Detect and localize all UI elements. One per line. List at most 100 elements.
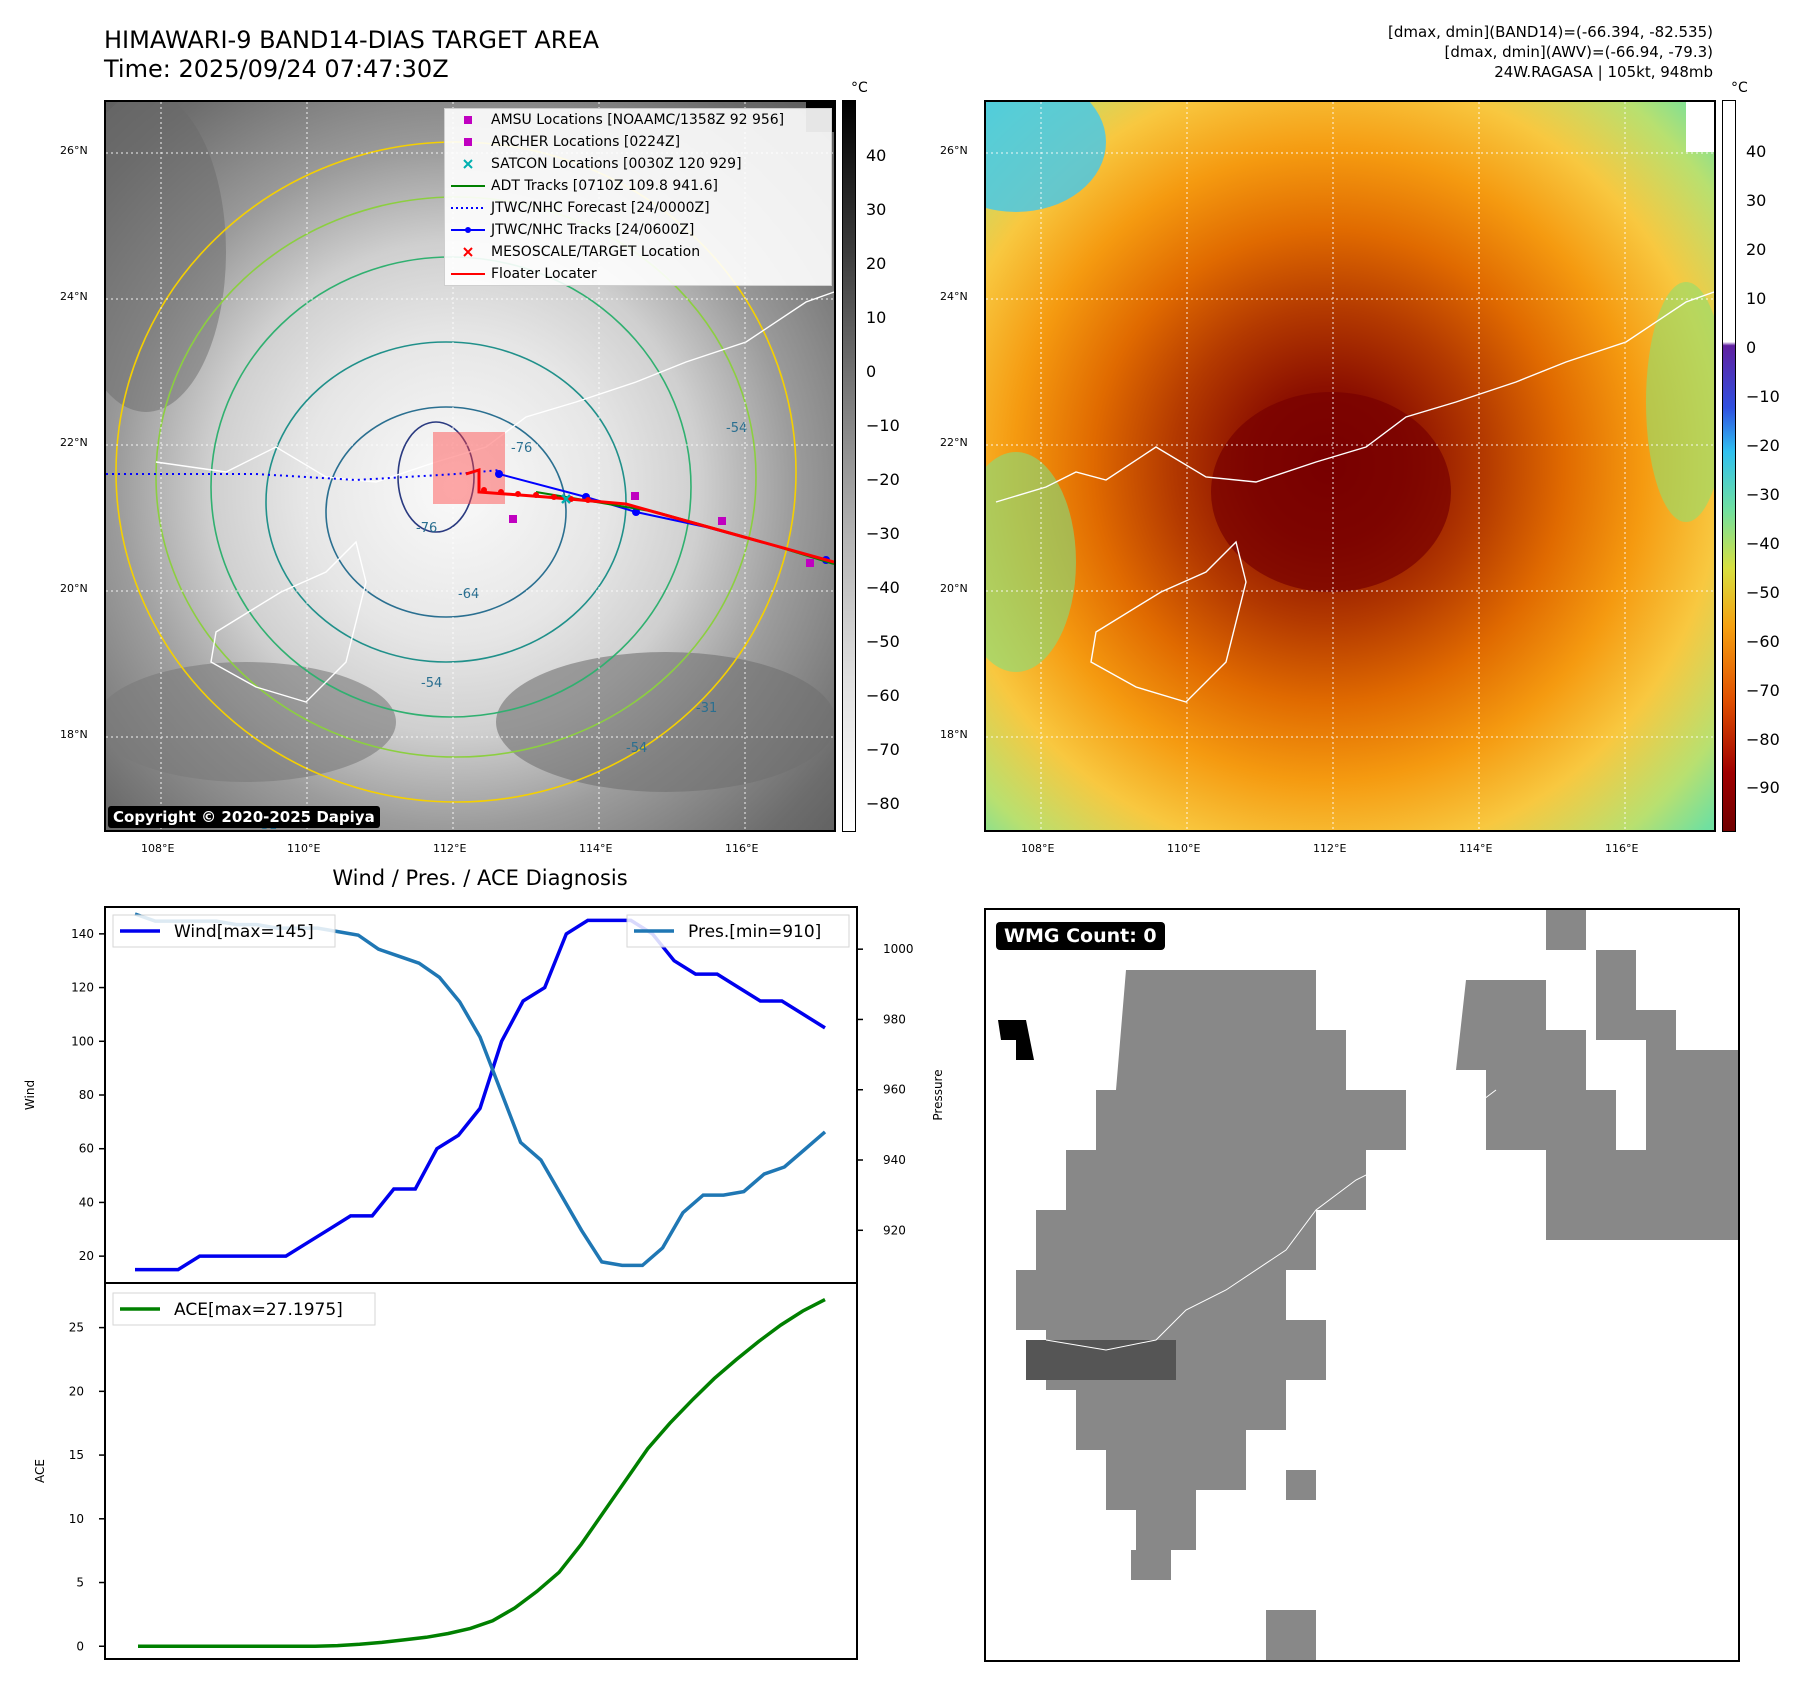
contour-label: -64 xyxy=(458,587,479,602)
pressure-series-line xyxy=(134,912,827,1268)
pressure-right-ticks: 1000 980 960 940 920 xyxy=(857,942,914,1237)
x-marker-icon xyxy=(445,247,491,257)
legend-label: AMSU Locations [NOAAMC/1358Z 92 956] xyxy=(491,112,785,128)
ir-grayscale-map: -76 -76 -64 -54 -54 -54 -31 -31 xyxy=(104,100,836,832)
ir-dark-band-2 xyxy=(496,652,834,792)
colorbar-tick: −40 xyxy=(1746,534,1780,553)
wmg-cell xyxy=(1131,1550,1171,1580)
pressure-tick-label: 960 xyxy=(883,1083,906,1097)
ace-series-line xyxy=(138,1298,826,1649)
lat-tick: 18°N xyxy=(60,728,88,741)
colorbar-tick: −80 xyxy=(1746,730,1780,749)
legend-item-forecast: JTWC/NHC Forecast [24/0000Z] xyxy=(445,197,831,219)
wmg-coastline xyxy=(1045,1089,1497,1351)
lat-tick: 24°N xyxy=(940,290,968,303)
legend-label: JTWC/NHC Forecast [24/0000Z] xyxy=(491,200,710,216)
x-marker-icon xyxy=(445,159,491,169)
color-coastline-hainan xyxy=(1090,540,1247,703)
lat-tick: 26°N xyxy=(940,144,968,157)
color-white-corner xyxy=(1686,102,1714,152)
pressure-tick-label: 920 xyxy=(883,1223,906,1237)
colorbar-tick: −60 xyxy=(1746,632,1780,651)
ace-tick-label: 20 xyxy=(69,1384,84,1398)
square-marker-icon xyxy=(445,115,491,125)
intensity-info: [dmax, dmin](BAND14)=(-66.394, -82.535) … xyxy=(1013,22,1713,82)
ace-chart: 25 20 15 10 5 0 ACE ACE[max=27.1975] xyxy=(33,1282,858,1660)
ir-dark-band-3 xyxy=(106,102,226,412)
legend-label: ADT Tracks [0710Z 109.8 941.6] xyxy=(491,178,718,194)
colorbar-tick: −20 xyxy=(1746,436,1780,455)
lon-tick: 116°E xyxy=(1605,842,1639,855)
wmg-gray-cells xyxy=(1016,910,1738,1660)
satcon-markers xyxy=(561,494,571,504)
lon-tick: 110°E xyxy=(1167,842,1201,855)
contour-teal xyxy=(265,341,627,663)
wmg-region-east xyxy=(1456,980,1646,1240)
colorbar-tick: 10 xyxy=(866,308,887,327)
colorbar-gray xyxy=(842,100,856,832)
title-line-2: Time: 2025/09/24 07:47:30Z xyxy=(104,55,449,83)
wmg-black-cells xyxy=(998,1020,1034,1060)
lon-tick: 112°E xyxy=(433,842,467,855)
colorbar-tick: −30 xyxy=(1746,485,1780,504)
colorbar-color-unit: °C xyxy=(1731,80,1748,96)
lat-tick: 20°N xyxy=(940,582,968,595)
lat-tick: 26°N xyxy=(60,144,88,157)
legend-item-jtwc-tracks: JTWC/NHC Tracks [24/0600Z] xyxy=(445,219,831,241)
lat-tick: 24°N xyxy=(60,290,88,303)
ace-legend: ACE[max=27.1975] xyxy=(112,1292,376,1326)
colorbar-tick: −10 xyxy=(1746,387,1780,406)
pressure-tick-label: 940 xyxy=(883,1153,906,1167)
ace-tick-label: 25 xyxy=(69,1321,84,1335)
colorbar-tick: 30 xyxy=(1746,191,1767,210)
contour-label: -76 xyxy=(416,521,437,536)
lat-tick: 22°N xyxy=(60,436,88,449)
legend-item-satcon: SATCON Locations [0030Z 120 929] xyxy=(445,153,831,175)
ace-plot-frame xyxy=(104,1282,858,1660)
wind-left-ticks: 140 120 100 80 60 40 20 xyxy=(71,927,105,1263)
colorbar-tick: −50 xyxy=(866,632,900,651)
ace-ylabel: ACE xyxy=(33,1459,47,1483)
colorbar-tick: −70 xyxy=(866,740,900,759)
lon-tick: 114°E xyxy=(579,842,613,855)
coastline-south-china xyxy=(155,291,834,483)
colorbar-tick: 40 xyxy=(866,146,887,165)
wind-tick-label: 60 xyxy=(79,1142,94,1156)
colorbar-tick: −10 xyxy=(866,416,900,435)
pressure-legend: Pres.[min=910] xyxy=(626,914,850,948)
coastline-hainan xyxy=(210,540,367,703)
contour-label: -31 xyxy=(696,701,717,716)
wmg-coastline-path xyxy=(1045,1089,1497,1351)
ace-left-ticks: 25 20 15 10 5 0 xyxy=(69,1321,105,1653)
colorbar-tick: −80 xyxy=(866,794,900,813)
wind-tick-label: 100 xyxy=(71,1034,94,1048)
lon-tick: 110°E xyxy=(287,842,321,855)
colorbar-color xyxy=(1722,100,1736,832)
floater-points xyxy=(481,487,591,503)
title-line-1: HIMAWARI-9 BAND14-DIAS TARGET AREA xyxy=(104,26,600,54)
legend-label: JTWC/NHC Tracks [24/0600Z] xyxy=(491,222,695,238)
wmg-cell xyxy=(1266,1610,1316,1660)
contour-label: -54 xyxy=(421,676,442,691)
colorbar-tick: −20 xyxy=(866,470,900,489)
lon-tick: 112°E xyxy=(1313,842,1347,855)
info-line-3: 24W.RAGASA | 105kt, 948mb xyxy=(1494,63,1713,81)
ace-tick-label: 5 xyxy=(76,1576,84,1590)
wind-tick-label: 40 xyxy=(79,1195,94,1209)
figure-title: HIMAWARI-9 BAND14-DIAS TARGET AREA Time:… xyxy=(104,26,599,84)
wmg-count-badge: WMG Count: 0 xyxy=(996,922,1165,950)
colorbar-tick: −90 xyxy=(1746,778,1780,797)
colorbar-tick: 0 xyxy=(866,362,877,381)
colorbar-tick: −30 xyxy=(866,524,900,543)
lon-tick: 108°E xyxy=(1021,842,1055,855)
color-graticule xyxy=(986,102,1714,830)
legend-item-archer: ARCHER Locations [0224Z] xyxy=(445,131,831,153)
lat-tick: 20°N xyxy=(60,582,88,595)
wmg-black-cell xyxy=(998,1020,1034,1060)
amsu-archer-markers xyxy=(509,492,814,567)
colorbar-tick: 20 xyxy=(1746,240,1767,259)
wind-tick-label: 140 xyxy=(71,927,94,941)
ace-tick-label: 10 xyxy=(69,1512,84,1526)
info-line-1: [dmax, dmin](BAND14)=(-66.394, -82.535) xyxy=(1388,23,1713,41)
wmg-cell xyxy=(1286,1470,1316,1500)
